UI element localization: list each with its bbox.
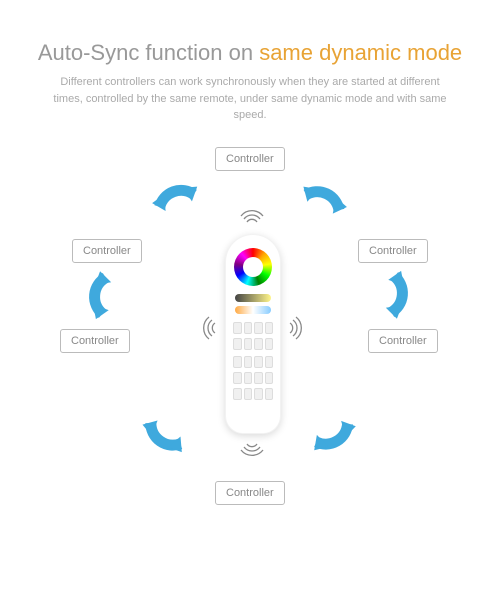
- controller-box: Controller: [72, 239, 142, 263]
- signal-icon: [192, 314, 220, 342]
- color-wheel-icon: [234, 248, 272, 286]
- controller-box: Controller: [358, 239, 428, 263]
- controller-box: Controller: [60, 329, 130, 353]
- subtitle: Different controllers can work synchrono…: [0, 66, 500, 124]
- sync-arrow-icon: [300, 404, 371, 475]
- brightness-slider-icon: [235, 294, 271, 302]
- title-part2: same dynamic mode: [259, 40, 462, 65]
- page-title: Auto-Sync function on same dynamic mode: [0, 40, 500, 66]
- signal-icon: [238, 439, 266, 467]
- remote-button-row: [233, 322, 273, 334]
- remote-button-row: [233, 338, 273, 350]
- sync-diagram: Controller Controller Controller Control…: [0, 139, 500, 579]
- cct-slider-icon: [235, 306, 271, 314]
- signal-icon: [285, 314, 313, 342]
- remote-button-row: [233, 388, 273, 400]
- controller-box: Controller: [215, 481, 285, 505]
- controller-box: Controller: [215, 147, 285, 171]
- remote-control: [225, 234, 281, 434]
- sync-arrow-icon: [141, 159, 208, 226]
- title-part1: Auto-Sync function on: [38, 40, 259, 65]
- sync-arrow-icon: [291, 160, 360, 229]
- signal-icon: [238, 199, 266, 227]
- remote-button-row: [233, 356, 273, 368]
- title-area: Auto-Sync function on same dynamic mode …: [0, 0, 500, 124]
- sync-arrow-icon: [68, 266, 124, 322]
- sync-arrow-icon: [373, 266, 429, 322]
- remote-button-row: [233, 372, 273, 384]
- sync-arrow-icon: [125, 403, 197, 475]
- controller-box: Controller: [368, 329, 438, 353]
